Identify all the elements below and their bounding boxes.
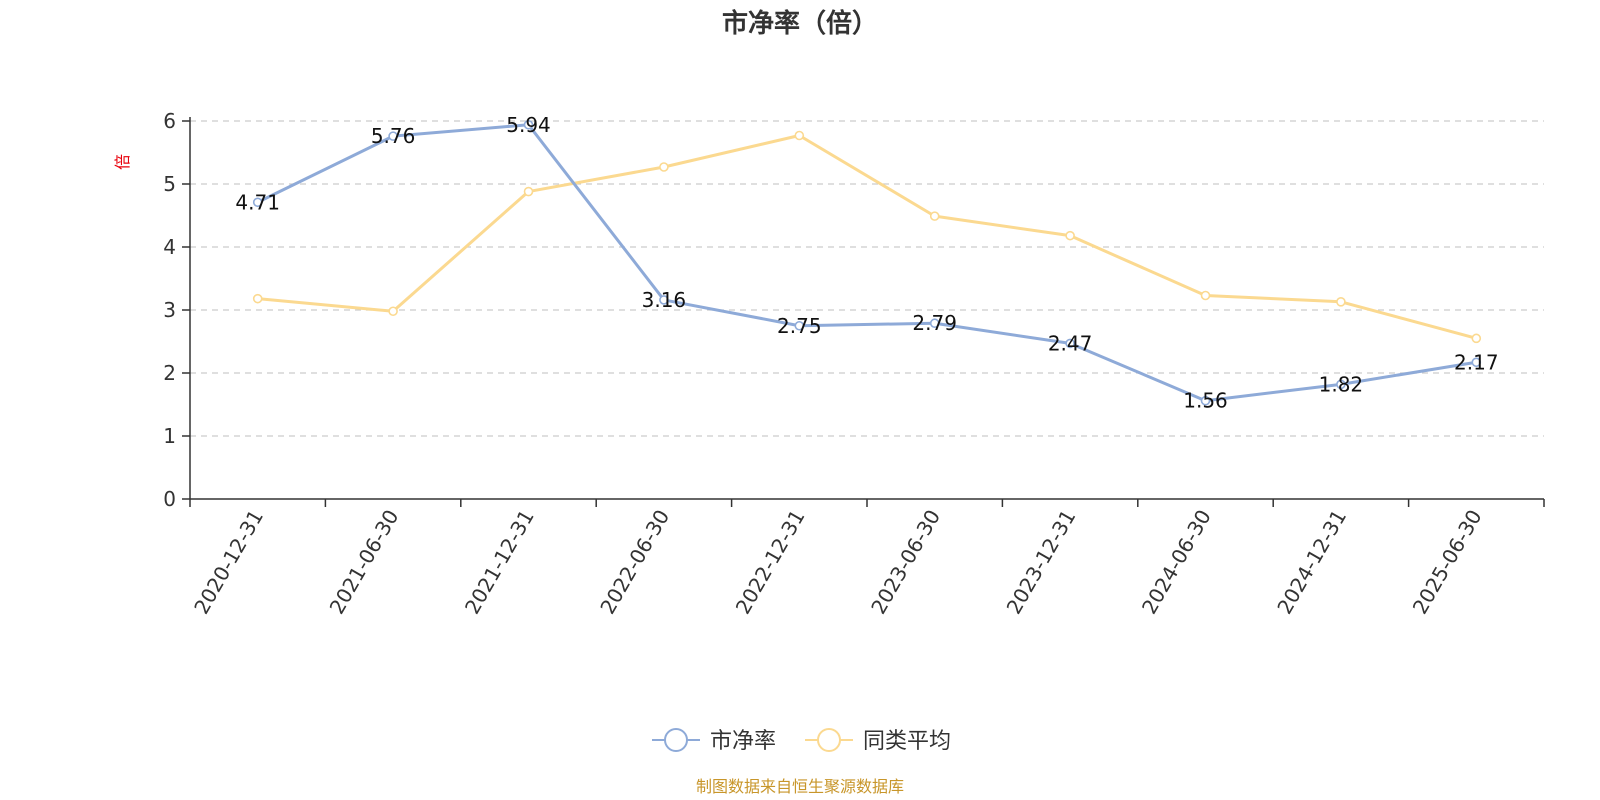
x-tick-label: 2021-06-30 (325, 506, 404, 619)
data-point[interactable] (1471, 333, 1482, 344)
data-point[interactable] (1336, 297, 1346, 307)
data-point[interactable] (252, 197, 263, 208)
legend-label: 同类平均 (863, 729, 951, 754)
y-tick-label: 5 (163, 172, 176, 196)
data-point[interactable] (1065, 338, 1075, 349)
data-point[interactable] (388, 306, 398, 317)
data-point[interactable] (929, 211, 940, 221)
axes: 0 1 2 3 4 5 6 2020-12-31 2021-06-30 2021-12-31 202… (163, 109, 1545, 619)
series-line-0 (257, 123, 1477, 403)
grid-lines (190, 120, 1544, 437)
data-point[interactable] (523, 119, 534, 130)
data-point[interactable] (1200, 290, 1211, 301)
series-lines (252, 119, 1482, 406)
y-tick-label: 3 (163, 298, 176, 322)
data-label: 2.75 (777, 314, 822, 338)
data-label: 2.47 (1048, 331, 1093, 355)
chart-title: 市净率（倍） (722, 8, 878, 39)
legend-item-0[interactable]: 市净率 (652, 728, 776, 754)
y-tick-label: 4 (163, 235, 176, 259)
data-point[interactable] (659, 162, 669, 172)
x-tick-label: 2020-12-31 (189, 506, 268, 619)
data-point[interactable] (523, 186, 534, 197)
x-tick-label: 2024-12-31 (1272, 506, 1351, 619)
x-tick-label: 2022-12-31 (731, 506, 810, 619)
data-point[interactable] (929, 318, 940, 329)
data-point[interactable] (794, 130, 805, 141)
data-point[interactable] (1065, 230, 1075, 241)
x-tick-label: 2023-12-31 (1002, 506, 1081, 619)
series-line-1 (257, 133, 1477, 340)
data-label: 4.71 (235, 190, 280, 214)
data-point[interactable] (1471, 357, 1482, 368)
data-point[interactable] (1200, 395, 1211, 406)
legend-circle-icon (664, 728, 688, 752)
y-tick-label: 0 (163, 487, 176, 511)
legend-circle-icon (817, 728, 841, 752)
x-tick-label: 2023-06-30 (866, 506, 945, 619)
data-label: 2.17 (1454, 350, 1499, 374)
data-point[interactable] (1336, 379, 1346, 390)
x-tick-label: 2025-06-30 (1408, 506, 1487, 619)
data-label: 5.94 (506, 113, 551, 137)
x-tick-label: 2024-06-30 (1137, 506, 1216, 619)
source-note: 制图数据来自恒生聚源数据库 (696, 777, 904, 796)
data-label: 2.79 (912, 311, 957, 335)
y-tick-label: 6 (163, 109, 176, 133)
data-point[interactable] (794, 320, 805, 331)
data-point[interactable] (388, 131, 398, 141)
data-point[interactable] (252, 293, 263, 304)
x-tick-label: 2021-12-31 (460, 506, 539, 619)
data-point[interactable] (659, 295, 669, 305)
y-tick-label: 2 (163, 361, 176, 385)
data-label: 5.76 (371, 124, 416, 148)
data-label: 3.16 (642, 288, 687, 312)
y-tick-label: 1 (163, 424, 176, 448)
x-tick-label: 2022-06-30 (595, 506, 674, 619)
data-labels: 4.71 5.76 5.94 3.16 2.75 2.79 2.47 1.56 1.82 2.17 (235, 113, 1498, 413)
y-axis-unit: 倍 (113, 154, 132, 170)
data-label: 1.82 (1319, 372, 1364, 396)
legend-item-1[interactable]: 同类平均 (805, 728, 951, 754)
legend[interactable]: 市净率 同类平均 (652, 728, 951, 754)
legend-label: 市净率 (710, 729, 776, 754)
data-label: 1.56 (1183, 389, 1228, 413)
